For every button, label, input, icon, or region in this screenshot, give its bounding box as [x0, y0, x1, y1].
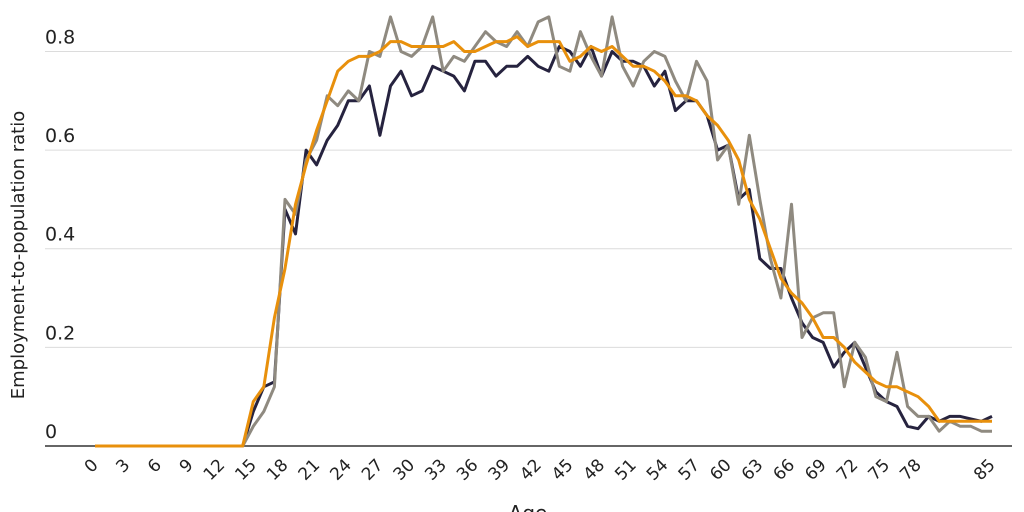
x-tick-label: 69	[801, 455, 830, 484]
x-tick-label: 57	[675, 455, 704, 484]
x-tick-label: 24	[326, 455, 355, 484]
series-line	[95, 15, 992, 448]
x-tick-label: 66	[770, 455, 799, 484]
x-tick-label: 85	[970, 455, 999, 484]
x-axis-title: Age	[509, 501, 548, 512]
x-tick-label: 78	[896, 455, 925, 484]
x-tick-label: 18	[263, 455, 292, 484]
x-tick-label: 54	[643, 455, 672, 484]
x-tick-label: 45	[548, 455, 577, 484]
x-tick-label: 12	[200, 455, 229, 484]
x-tick-label: 75	[865, 455, 894, 484]
x-tick-label: 42	[516, 455, 545, 484]
x-tick-label: 60	[706, 455, 735, 484]
y-tick-label: 0.6	[45, 125, 75, 147]
x-tick-label: 30	[390, 455, 419, 484]
y-tick-label: 0.4	[45, 224, 75, 246]
x-tick-label: 3	[112, 455, 134, 477]
x-tick-label: 48	[580, 455, 609, 484]
y-tick-label: 0	[45, 421, 57, 443]
y-tick-label: 0.8	[45, 26, 75, 48]
x-tick-label: 39	[485, 455, 514, 484]
x-tick-label: 21	[295, 455, 324, 484]
x-tick-label: 72	[833, 455, 862, 484]
x-tick-label: 33	[421, 455, 450, 484]
series-line	[95, 45, 993, 448]
series-line	[95, 35, 992, 448]
x-tick-label: 36	[453, 455, 482, 484]
x-tick-label: 15	[231, 455, 260, 484]
y-axis-title: Employment-to-population ratio	[8, 111, 29, 399]
x-tick-label: 27	[358, 455, 387, 484]
x-tick-label: 0	[81, 455, 103, 477]
x-tick-label: 9	[176, 455, 198, 477]
x-tick-label: 63	[738, 455, 767, 484]
x-tick-label: 6	[144, 455, 166, 477]
y-tick-label: 0.2	[45, 322, 75, 344]
x-tick-label: 51	[611, 455, 640, 484]
